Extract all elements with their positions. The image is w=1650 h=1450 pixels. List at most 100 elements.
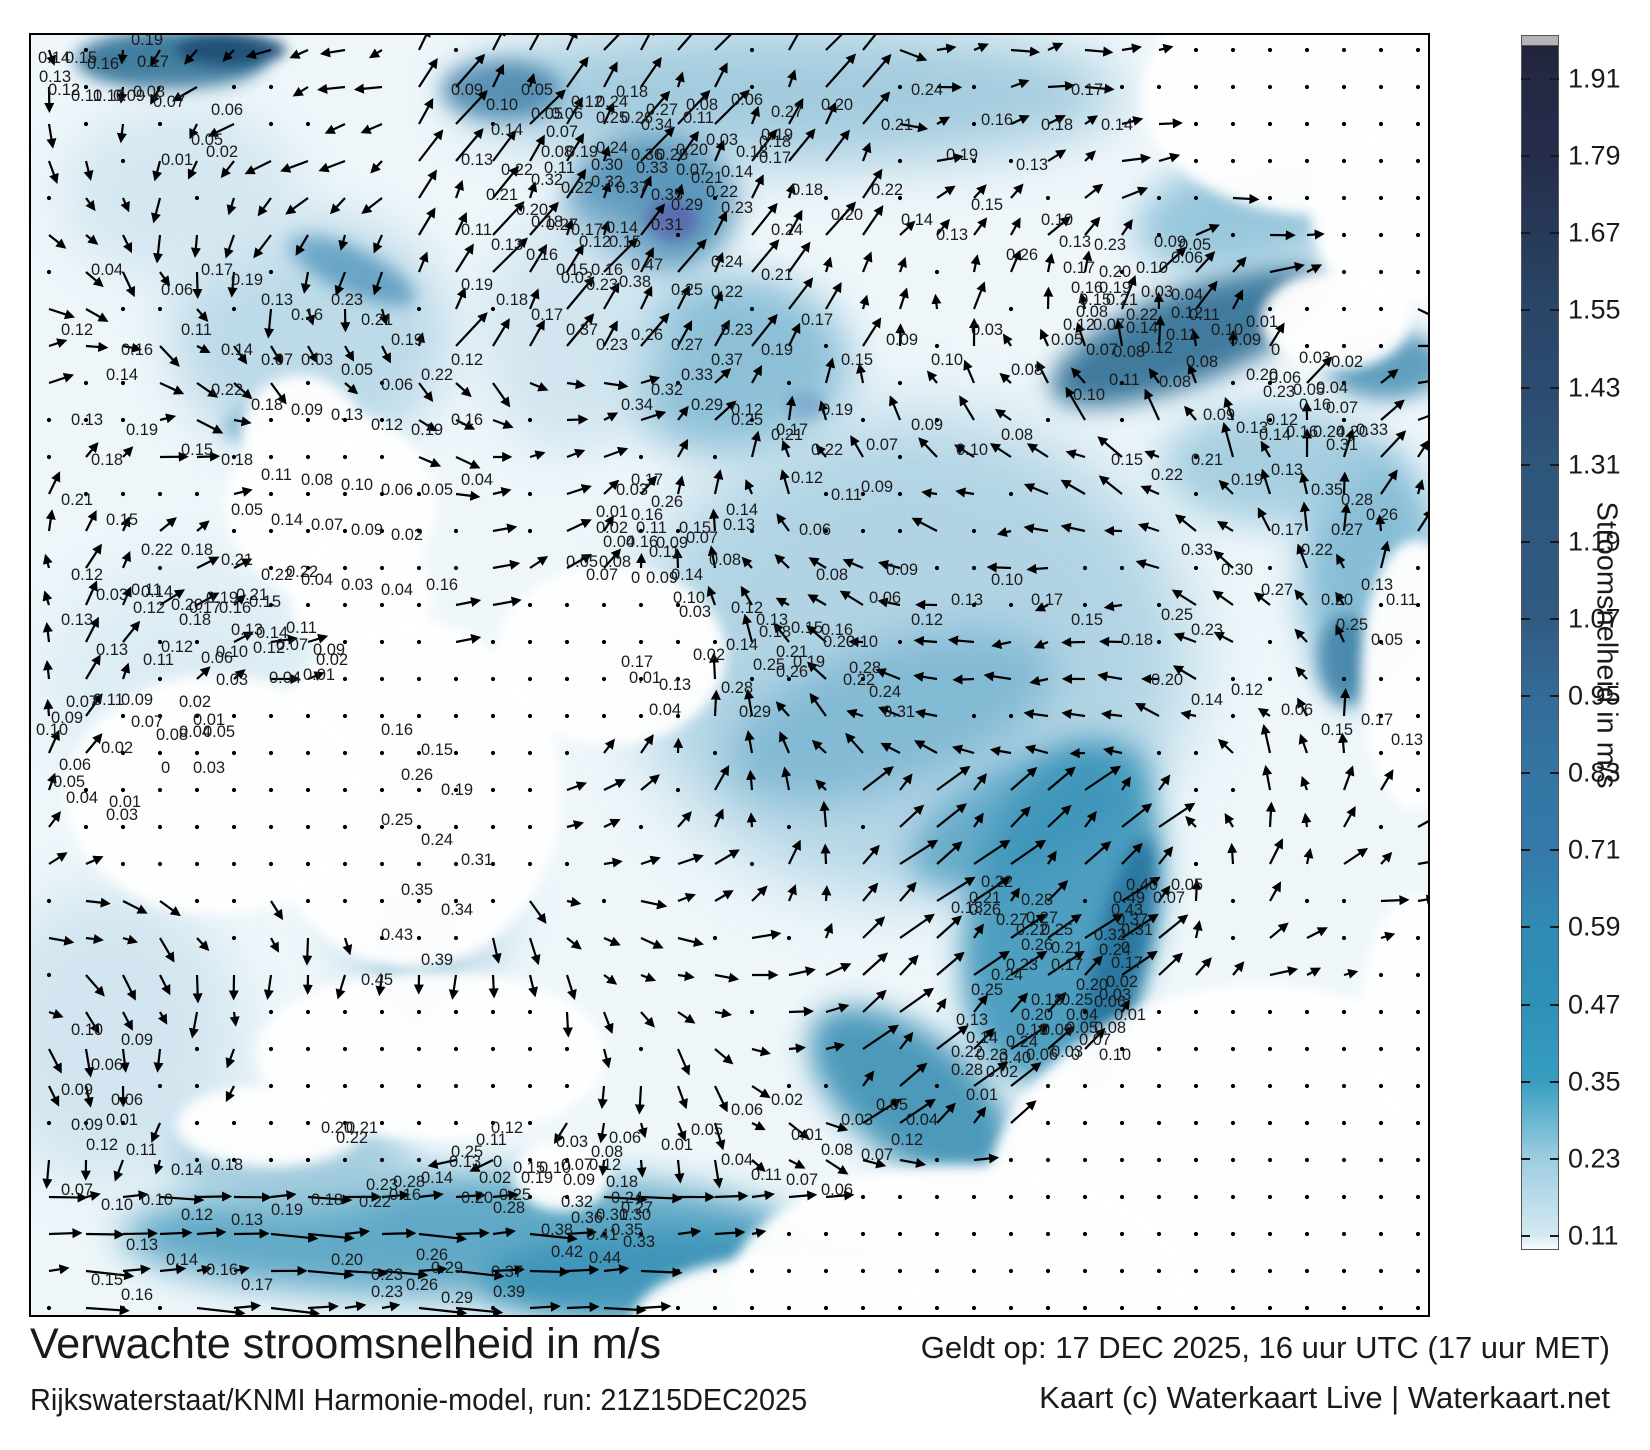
speed-value-label: 0.05 xyxy=(566,553,598,571)
current-arrow xyxy=(936,153,964,164)
grid-dot xyxy=(638,713,644,719)
current-arrow xyxy=(899,1031,914,1050)
grid-dot xyxy=(1193,1120,1199,1126)
current-arrow xyxy=(329,197,346,215)
grid-dot xyxy=(1230,1194,1236,1200)
current-arrow xyxy=(862,317,882,347)
current-arrow xyxy=(150,49,161,68)
current-arrow xyxy=(566,519,592,532)
speed-value-label: 0.13 xyxy=(126,1236,158,1254)
current-arrow xyxy=(775,597,790,608)
grid-dot xyxy=(490,861,496,867)
current-arrow xyxy=(1039,328,1050,347)
current-arrow xyxy=(566,379,586,390)
current-arrow xyxy=(233,382,253,400)
grid-dot xyxy=(416,1046,422,1052)
grid-dot xyxy=(971,1305,977,1311)
speed-value-label: 0.24 xyxy=(711,253,743,271)
current-arrow xyxy=(292,86,309,97)
speed-value-label: 0.13 xyxy=(261,291,293,309)
grid-dot xyxy=(1267,158,1273,164)
colorbar-tick-mark xyxy=(1521,1003,1530,1006)
current-arrow xyxy=(709,652,720,680)
current-arrow xyxy=(1135,559,1160,570)
current-arrow xyxy=(150,86,161,105)
grid-dot xyxy=(379,639,385,645)
current-arrow xyxy=(122,934,139,945)
speed-value-label: 0.01 xyxy=(966,1086,998,1104)
current-arrow xyxy=(1180,709,1197,720)
grid-dot xyxy=(934,565,940,571)
speed-value-label: 0 xyxy=(493,1153,502,1171)
grid-dot xyxy=(231,898,237,904)
current-arrow xyxy=(492,1227,516,1238)
speed-value-label: 0.03 xyxy=(1099,986,1131,1004)
current-arrow xyxy=(819,800,830,828)
current-arrow xyxy=(527,181,538,199)
current-arrow xyxy=(455,1306,504,1315)
grid-dot xyxy=(83,491,89,497)
current-arrow xyxy=(529,134,545,162)
grid-dot xyxy=(490,824,496,830)
grid-dot xyxy=(638,1231,644,1237)
speed-value-label: 0.19 xyxy=(271,1201,303,1219)
current-arrow xyxy=(1044,252,1055,273)
current-arrow xyxy=(454,179,464,199)
current-arrow xyxy=(677,320,693,347)
speed-value-label: 0.19 xyxy=(391,331,423,349)
grid-dot xyxy=(1230,898,1236,904)
speed-value-label: 0.14 xyxy=(166,1251,198,1269)
map-canvas: 0.190.140.150.16 0.170.130.120.110.100.09… xyxy=(31,35,1428,1315)
current-arrow xyxy=(1065,449,1086,460)
current-arrow xyxy=(714,1227,746,1238)
speed-value-label: 0.02 xyxy=(1106,973,1138,991)
current-arrow xyxy=(861,251,873,273)
current-arrow xyxy=(342,937,353,956)
grid-dot xyxy=(379,861,385,867)
current-arrow xyxy=(1010,913,1047,939)
grid-dot xyxy=(564,861,570,867)
current-arrow xyxy=(1380,851,1393,865)
speed-value-label: 0.03 xyxy=(556,1133,588,1151)
grid-dot xyxy=(1045,1083,1051,1089)
current-arrow xyxy=(318,159,346,173)
current-arrow xyxy=(983,671,1012,682)
grid-dot xyxy=(268,84,274,90)
grid-dot xyxy=(416,1157,422,1163)
current-arrow xyxy=(603,237,639,273)
current-arrow xyxy=(989,443,1012,458)
current-arrow xyxy=(418,169,437,199)
speed-value-label: 0.27 xyxy=(996,911,1028,929)
grid-dot xyxy=(342,861,348,867)
grid-dot xyxy=(342,417,348,423)
current-arrow xyxy=(270,1190,297,1201)
current-arrow xyxy=(372,271,384,296)
colorbar-tick-mark xyxy=(1521,1080,1530,1083)
current-arrow xyxy=(751,128,778,162)
land-areas xyxy=(66,35,1428,1315)
speed-value-label: 0.17 xyxy=(1071,81,1103,99)
grid-dot xyxy=(1156,195,1162,201)
current-arrow xyxy=(492,201,525,236)
speed-value-label: 0.23 xyxy=(331,291,363,309)
current-arrow xyxy=(528,288,540,310)
current-arrow xyxy=(196,451,221,462)
current-arrow xyxy=(807,594,827,606)
current-arrow xyxy=(1010,115,1030,126)
current-arrow xyxy=(269,937,279,953)
speed-value-label: 0.20 xyxy=(1246,366,1278,384)
current-arrow xyxy=(788,966,816,977)
current-arrow xyxy=(196,308,209,323)
grid-dot xyxy=(1341,380,1347,386)
current-arrow xyxy=(381,1301,401,1312)
grid-dot xyxy=(1304,1083,1310,1089)
speed-value-label: 0.21 xyxy=(761,266,793,284)
speed-value-label: 0.14 xyxy=(721,163,753,181)
speed-value-label: 0.04 xyxy=(603,533,635,551)
speed-value-label: 0.17 xyxy=(621,653,653,671)
speed-value-label: 0.22 xyxy=(981,873,1013,891)
speed-value-label: 0.23 xyxy=(1263,383,1295,401)
current-arrow xyxy=(187,160,198,180)
current-arrow xyxy=(899,839,939,865)
current-arrow xyxy=(1380,769,1394,791)
